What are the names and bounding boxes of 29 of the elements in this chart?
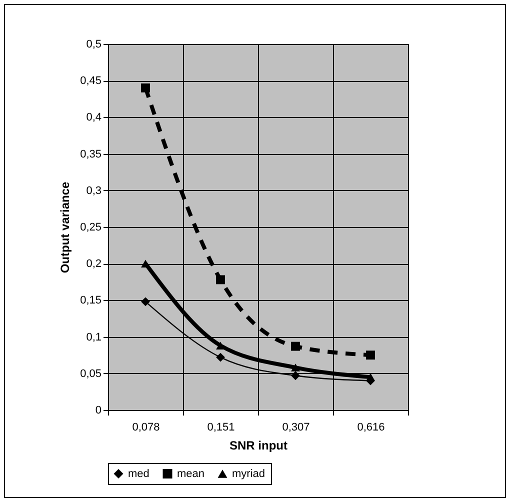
y-tick-label: 0,1 xyxy=(86,331,102,344)
point xyxy=(141,297,150,306)
legend-label: med xyxy=(128,468,150,480)
y-tick-label: 0,35 xyxy=(80,148,102,160)
y-tick-label: 0,15 xyxy=(80,294,102,307)
legend-label: mean xyxy=(177,468,205,480)
y-tick-label: 0,5 xyxy=(86,38,102,50)
y-tick-label: 0,45 xyxy=(80,75,102,88)
x-tick-label: 0,151 xyxy=(207,422,235,434)
x-tick-label: 0,307 xyxy=(282,422,310,434)
y-tick-label: 0,2 xyxy=(86,258,102,270)
y-axis-title: Output variance xyxy=(58,182,72,274)
point xyxy=(291,342,300,351)
y-tick-label: 0 xyxy=(95,404,102,416)
x-axis-title: SNR input xyxy=(230,438,288,452)
point xyxy=(291,371,300,380)
point xyxy=(141,83,150,92)
point xyxy=(366,350,375,360)
legend-label: myriad xyxy=(232,468,266,480)
y-tick-label: 0,25 xyxy=(80,222,102,234)
point xyxy=(216,352,225,362)
y-tick-label: 0,3 xyxy=(86,184,102,197)
point xyxy=(291,364,300,372)
point xyxy=(366,373,375,381)
y-tick-label: 0,05 xyxy=(80,368,102,380)
y-tick-label: 0,4 xyxy=(86,112,102,124)
point xyxy=(216,275,225,284)
x-tick-label: 0,078 xyxy=(132,422,160,434)
x-tick-label: 0,616 xyxy=(357,422,385,434)
